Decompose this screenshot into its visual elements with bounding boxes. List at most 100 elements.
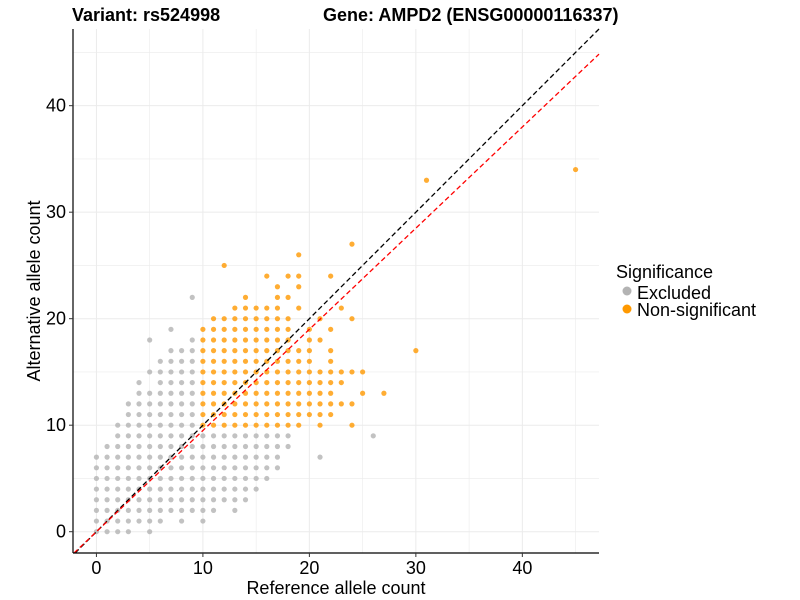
point-non-significant bbox=[274, 358, 281, 364]
point-excluded bbox=[210, 433, 217, 439]
point-non-significant bbox=[232, 369, 238, 375]
point-excluded bbox=[168, 443, 174, 450]
point-excluded bbox=[317, 454, 323, 460]
point-excluded bbox=[115, 454, 121, 460]
point-excluded bbox=[232, 454, 238, 460]
point-non-significant bbox=[210, 326, 217, 332]
point-non-significant bbox=[232, 379, 238, 386]
point-non-significant bbox=[253, 401, 259, 407]
point-excluded bbox=[125, 411, 131, 418]
point-excluded bbox=[136, 518, 142, 524]
point-excluded bbox=[168, 486, 174, 492]
point-non-significant bbox=[338, 369, 344, 375]
point-excluded bbox=[189, 475, 195, 482]
point-non-significant bbox=[264, 316, 270, 322]
point-excluded bbox=[200, 465, 206, 471]
point-excluded bbox=[200, 443, 206, 450]
point-non-significant bbox=[264, 379, 270, 386]
point-excluded bbox=[274, 465, 281, 471]
point-excluded bbox=[168, 507, 174, 513]
point-excluded bbox=[274, 433, 281, 439]
point-non-significant bbox=[360, 390, 366, 396]
point-excluded bbox=[147, 518, 153, 524]
y-tick-label: 10 bbox=[46, 415, 66, 435]
point-non-significant bbox=[232, 401, 238, 407]
point-excluded bbox=[242, 465, 249, 471]
point-non-significant bbox=[242, 348, 249, 354]
point-non-significant bbox=[328, 358, 334, 364]
point-excluded bbox=[104, 465, 110, 471]
point-excluded bbox=[115, 465, 121, 471]
point-excluded bbox=[147, 422, 153, 428]
point-non-significant bbox=[423, 177, 430, 183]
point-non-significant bbox=[200, 337, 206, 343]
point-excluded bbox=[115, 497, 121, 503]
point-excluded bbox=[125, 507, 131, 513]
point-non-significant bbox=[221, 411, 227, 418]
point-non-significant bbox=[264, 422, 270, 428]
point-non-significant bbox=[285, 422, 291, 428]
point-excluded bbox=[147, 497, 153, 503]
point-excluded bbox=[232, 465, 238, 471]
point-excluded bbox=[136, 507, 142, 513]
point-excluded bbox=[168, 348, 174, 354]
point-non-significant bbox=[242, 326, 249, 332]
point-non-significant bbox=[285, 326, 291, 332]
point-excluded bbox=[147, 369, 153, 375]
legend: Significance Excluded Non-significant bbox=[616, 262, 756, 320]
point-excluded bbox=[147, 390, 153, 396]
point-excluded bbox=[200, 486, 206, 492]
point-non-significant bbox=[317, 337, 323, 343]
point-non-significant bbox=[210, 316, 217, 322]
point-non-significant bbox=[274, 390, 281, 396]
point-non-significant bbox=[264, 337, 270, 343]
point-excluded bbox=[253, 465, 259, 471]
point-excluded bbox=[115, 475, 121, 482]
point-excluded bbox=[189, 497, 195, 503]
point-non-significant bbox=[264, 390, 270, 396]
point-non-significant bbox=[232, 348, 238, 354]
point-excluded bbox=[125, 443, 131, 450]
point-excluded bbox=[125, 465, 131, 471]
point-non-significant bbox=[285, 348, 291, 354]
point-excluded bbox=[125, 518, 131, 524]
y-tick-label: 40 bbox=[46, 96, 66, 116]
point-excluded bbox=[125, 486, 131, 492]
point-excluded bbox=[189, 337, 195, 343]
point-excluded bbox=[93, 454, 100, 460]
point-non-significant bbox=[349, 401, 355, 407]
point-excluded bbox=[168, 390, 174, 396]
point-excluded bbox=[136, 379, 142, 386]
point-non-significant bbox=[221, 379, 227, 386]
point-non-significant bbox=[572, 166, 579, 173]
point-excluded bbox=[210, 497, 217, 503]
point-excluded bbox=[242, 497, 249, 503]
y-tick-label: 0 bbox=[56, 522, 66, 542]
point-excluded bbox=[179, 411, 185, 418]
point-non-significant bbox=[221, 390, 227, 396]
point-excluded bbox=[157, 379, 163, 386]
y-tick-label: 30 bbox=[46, 202, 66, 222]
y-axis-ticks: 0 10 20 30 40 bbox=[46, 96, 73, 542]
point-excluded bbox=[189, 348, 195, 354]
point-non-significant bbox=[221, 348, 227, 354]
point-excluded bbox=[242, 454, 249, 460]
point-non-significant bbox=[210, 390, 217, 396]
point-excluded bbox=[93, 465, 100, 471]
point-excluded bbox=[136, 454, 142, 460]
point-non-significant bbox=[253, 316, 259, 322]
point-excluded bbox=[93, 518, 100, 524]
point-excluded bbox=[189, 443, 195, 450]
point-non-significant bbox=[253, 390, 259, 396]
plot-panel bbox=[73, 28, 600, 554]
point-non-significant bbox=[328, 411, 334, 418]
point-excluded bbox=[157, 433, 163, 439]
point-excluded bbox=[200, 475, 206, 482]
point-excluded bbox=[157, 422, 163, 428]
point-non-significant bbox=[306, 411, 312, 418]
point-excluded bbox=[189, 454, 195, 460]
x-tick-label: 20 bbox=[299, 558, 319, 578]
point-excluded bbox=[125, 529, 131, 535]
point-non-significant bbox=[200, 411, 206, 418]
point-non-significant bbox=[317, 401, 323, 407]
